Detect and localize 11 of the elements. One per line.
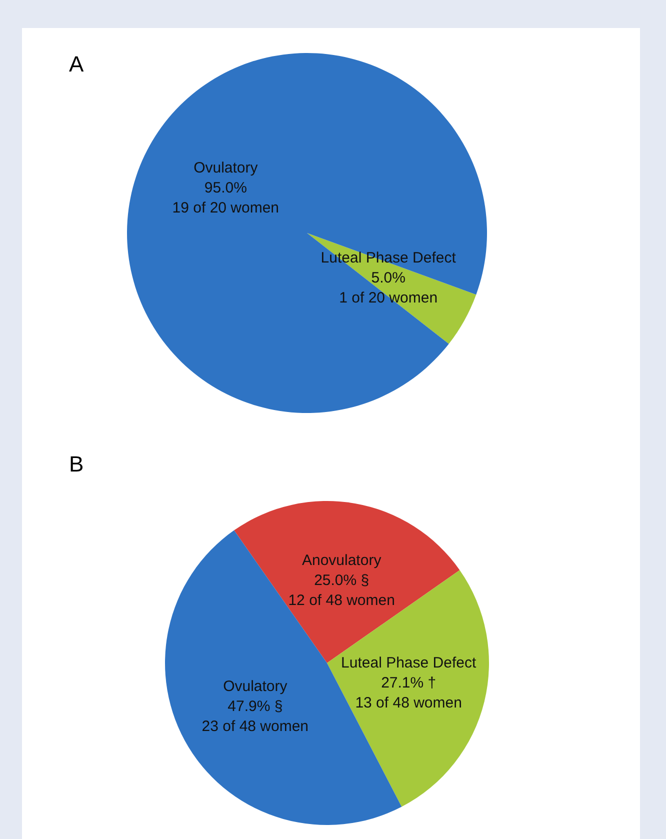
data-label: 95.0% 19 of 20 women	[172, 179, 280, 216]
data-label: 47.9% § 23 of 48 women	[202, 698, 309, 736]
slice-label: Luteal Phase Defect	[341, 654, 477, 672]
chart-title: A	[69, 52, 84, 76]
slice-label: Ovulatory	[223, 678, 288, 696]
slice-label: Anovulatory	[302, 552, 382, 569]
data-label: 25.0% § 12 of 48 women	[288, 572, 395, 609]
slice-label: Ovulatory	[194, 159, 258, 176]
chart-title: B	[69, 452, 84, 476]
data-label: 27.1% † 13 of 48 women	[355, 674, 462, 712]
data-label: 5.0% 1 of 20 women	[339, 270, 438, 307]
